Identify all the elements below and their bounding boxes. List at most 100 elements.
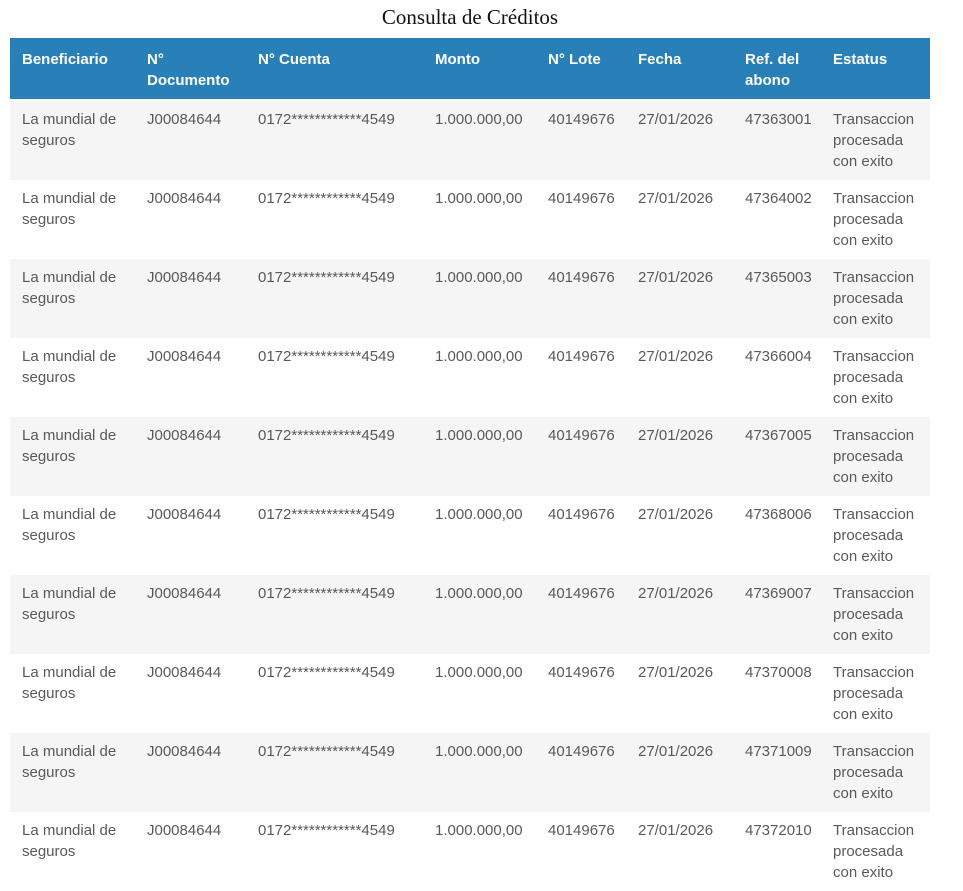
credits-table: Beneficiario N° Documento N° Cuenta Monto N°…	[10, 38, 930, 891]
cell-documento: J00084644	[147, 585, 222, 602]
cell-estatus: Transaccion procesada con exito	[833, 822, 915, 881]
table-row: La mundial de seguros J00084644 0172******…	[10, 812, 930, 891]
cell-lote: 40149676	[548, 269, 615, 286]
column-header-monto: Monto	[423, 38, 536, 101]
cell-lote: 40149676	[548, 427, 615, 444]
cell-fecha: 27/01/2026	[638, 822, 714, 839]
cell-beneficiario: La mundial de seguros	[22, 743, 117, 781]
cell-lote: 40149676	[548, 111, 615, 128]
column-header-ref_abono: Ref. del abono	[733, 38, 821, 101]
cell-ref_abono: 47372010	[745, 822, 812, 839]
cell-cuenta: 0172************4549	[258, 743, 395, 760]
cell-estatus: Transaccion procesada con exito	[833, 664, 915, 723]
cell-lote: 40149676	[548, 822, 615, 839]
cell-lote: 40149676	[548, 348, 615, 365]
cell-documento: J00084644	[147, 427, 222, 444]
table-row: La mundial de seguros J00084644 0172******…	[10, 338, 930, 417]
cell-lote: 40149676	[548, 664, 615, 681]
cell-cuenta: 0172************4549	[258, 506, 395, 523]
cell-monto: 1.000.000,00	[435, 585, 523, 602]
cell-estatus: Transaccion procesada con exito	[833, 269, 915, 328]
cell-documento: J00084644	[147, 269, 222, 286]
cell-ref_abono: 47371009	[745, 743, 812, 760]
cell-documento: J00084644	[147, 822, 222, 839]
table-row: La mundial de seguros J00084644 0172******…	[10, 733, 930, 812]
cell-documento: J00084644	[147, 664, 222, 681]
cell-cuenta: 0172************4549	[258, 111, 395, 128]
table-row: La mundial de seguros J00084644 0172******…	[10, 654, 930, 733]
column-header-estatus: Estatus	[821, 38, 930, 101]
cell-fecha: 27/01/2026	[638, 190, 714, 207]
cell-ref_abono: 47368006	[745, 506, 812, 523]
table-row: La mundial de seguros J00084644 0172******…	[10, 496, 930, 575]
cell-fecha: 27/01/2026	[638, 664, 714, 681]
cell-fecha: 27/01/2026	[638, 585, 714, 602]
table-row: La mundial de seguros J00084644 0172******…	[10, 575, 930, 654]
cell-documento: J00084644	[147, 190, 222, 207]
table-row: La mundial de seguros J00084644 0172******…	[10, 259, 930, 338]
cell-estatus: Transaccion procesada con exito	[833, 111, 915, 170]
column-header-lote: N° Lote	[536, 38, 626, 101]
cell-estatus: Transaccion procesada con exito	[833, 506, 915, 565]
cell-lote: 40149676	[548, 743, 615, 760]
cell-beneficiario: La mundial de seguros	[22, 822, 117, 860]
table-head: Beneficiario N° Documento N° Cuenta Monto N°…	[10, 38, 930, 101]
cell-cuenta: 0172************4549	[258, 664, 395, 681]
cell-fecha: 27/01/2026	[638, 506, 714, 523]
cell-estatus: Transaccion procesada con exito	[833, 348, 915, 407]
cell-cuenta: 0172************4549	[258, 348, 395, 365]
cell-estatus: Transaccion procesada con exito	[833, 190, 915, 249]
cell-lote: 40149676	[548, 190, 615, 207]
cell-estatus: Transaccion procesada con exito	[833, 743, 915, 802]
cell-fecha: 27/01/2026	[638, 269, 714, 286]
cell-beneficiario: La mundial de seguros	[22, 585, 117, 623]
cell-documento: J00084644	[147, 506, 222, 523]
page-title: Consulta de Créditos	[381, 5, 559, 29]
cell-monto: 1.000.000,00	[435, 664, 523, 681]
column-header-cuenta: N° Cuenta	[246, 38, 423, 101]
cell-beneficiario: La mundial de seguros	[22, 664, 117, 702]
cell-monto: 1.000.000,00	[435, 427, 523, 444]
cell-documento: J00084644	[147, 348, 222, 365]
cell-cuenta: 0172************4549	[258, 585, 395, 602]
cell-monto: 1.000.000,00	[435, 348, 523, 365]
table-row: La mundial de seguros J00084644 0172******…	[10, 180, 930, 259]
cell-ref_abono: 47366004	[745, 348, 812, 365]
cell-fecha: 27/01/2026	[638, 111, 714, 128]
column-header-fecha: Fecha	[626, 38, 733, 101]
cell-lote: 40149676	[548, 585, 615, 602]
cell-monto: 1.000.000,00	[435, 111, 523, 128]
table-header-row: Beneficiario N° Documento N° Cuenta Monto N°…	[10, 38, 930, 101]
cell-beneficiario: La mundial de seguros	[22, 427, 117, 465]
cell-documento: J00084644	[147, 111, 222, 128]
column-header-documento: N° Documento	[135, 38, 246, 101]
cell-lote: 40149676	[548, 506, 615, 523]
cell-beneficiario: La mundial de seguros	[22, 111, 117, 149]
cell-beneficiario: La mundial de seguros	[22, 269, 117, 307]
cell-ref_abono: 47363001	[745, 111, 812, 128]
cell-beneficiario: La mundial de seguros	[22, 506, 117, 544]
cell-cuenta: 0172************4549	[258, 269, 395, 286]
cell-ref_abono: 47367005	[745, 427, 812, 444]
cell-monto: 1.000.000,00	[435, 822, 523, 839]
table-row: La mundial de seguros J00084644 0172******…	[10, 417, 930, 496]
cell-fecha: 27/01/2026	[638, 427, 714, 444]
table-row: La mundial de seguros J00084644 0172******…	[10, 100, 930, 180]
cell-beneficiario: La mundial de seguros	[22, 348, 117, 386]
cell-cuenta: 0172************4549	[258, 822, 395, 839]
cell-monto: 1.000.000,00	[435, 190, 523, 207]
cell-monto: 1.000.000,00	[435, 743, 523, 760]
cell-fecha: 27/01/2026	[638, 348, 714, 365]
cell-estatus: Transaccion procesada con exito	[833, 427, 915, 486]
cell-cuenta: 0172************4549	[258, 190, 395, 207]
consulta-creditos-page: Consulta de Créditos Beneficiario N° Docu…	[0, 4, 963, 891]
cell-estatus: Transaccion procesada con exito	[833, 585, 915, 644]
cell-documento: J00084644	[147, 743, 222, 760]
cell-ref_abono: 47370008	[745, 664, 812, 681]
cell-ref_abono: 47364002	[745, 190, 812, 207]
cell-monto: 1.000.000,00	[435, 506, 523, 523]
column-header-beneficiario: Beneficiario	[10, 38, 135, 101]
cell-ref_abono: 47365003	[745, 269, 812, 286]
cell-monto: 1.000.000,00	[435, 269, 523, 286]
cell-fecha: 27/01/2026	[638, 743, 714, 760]
